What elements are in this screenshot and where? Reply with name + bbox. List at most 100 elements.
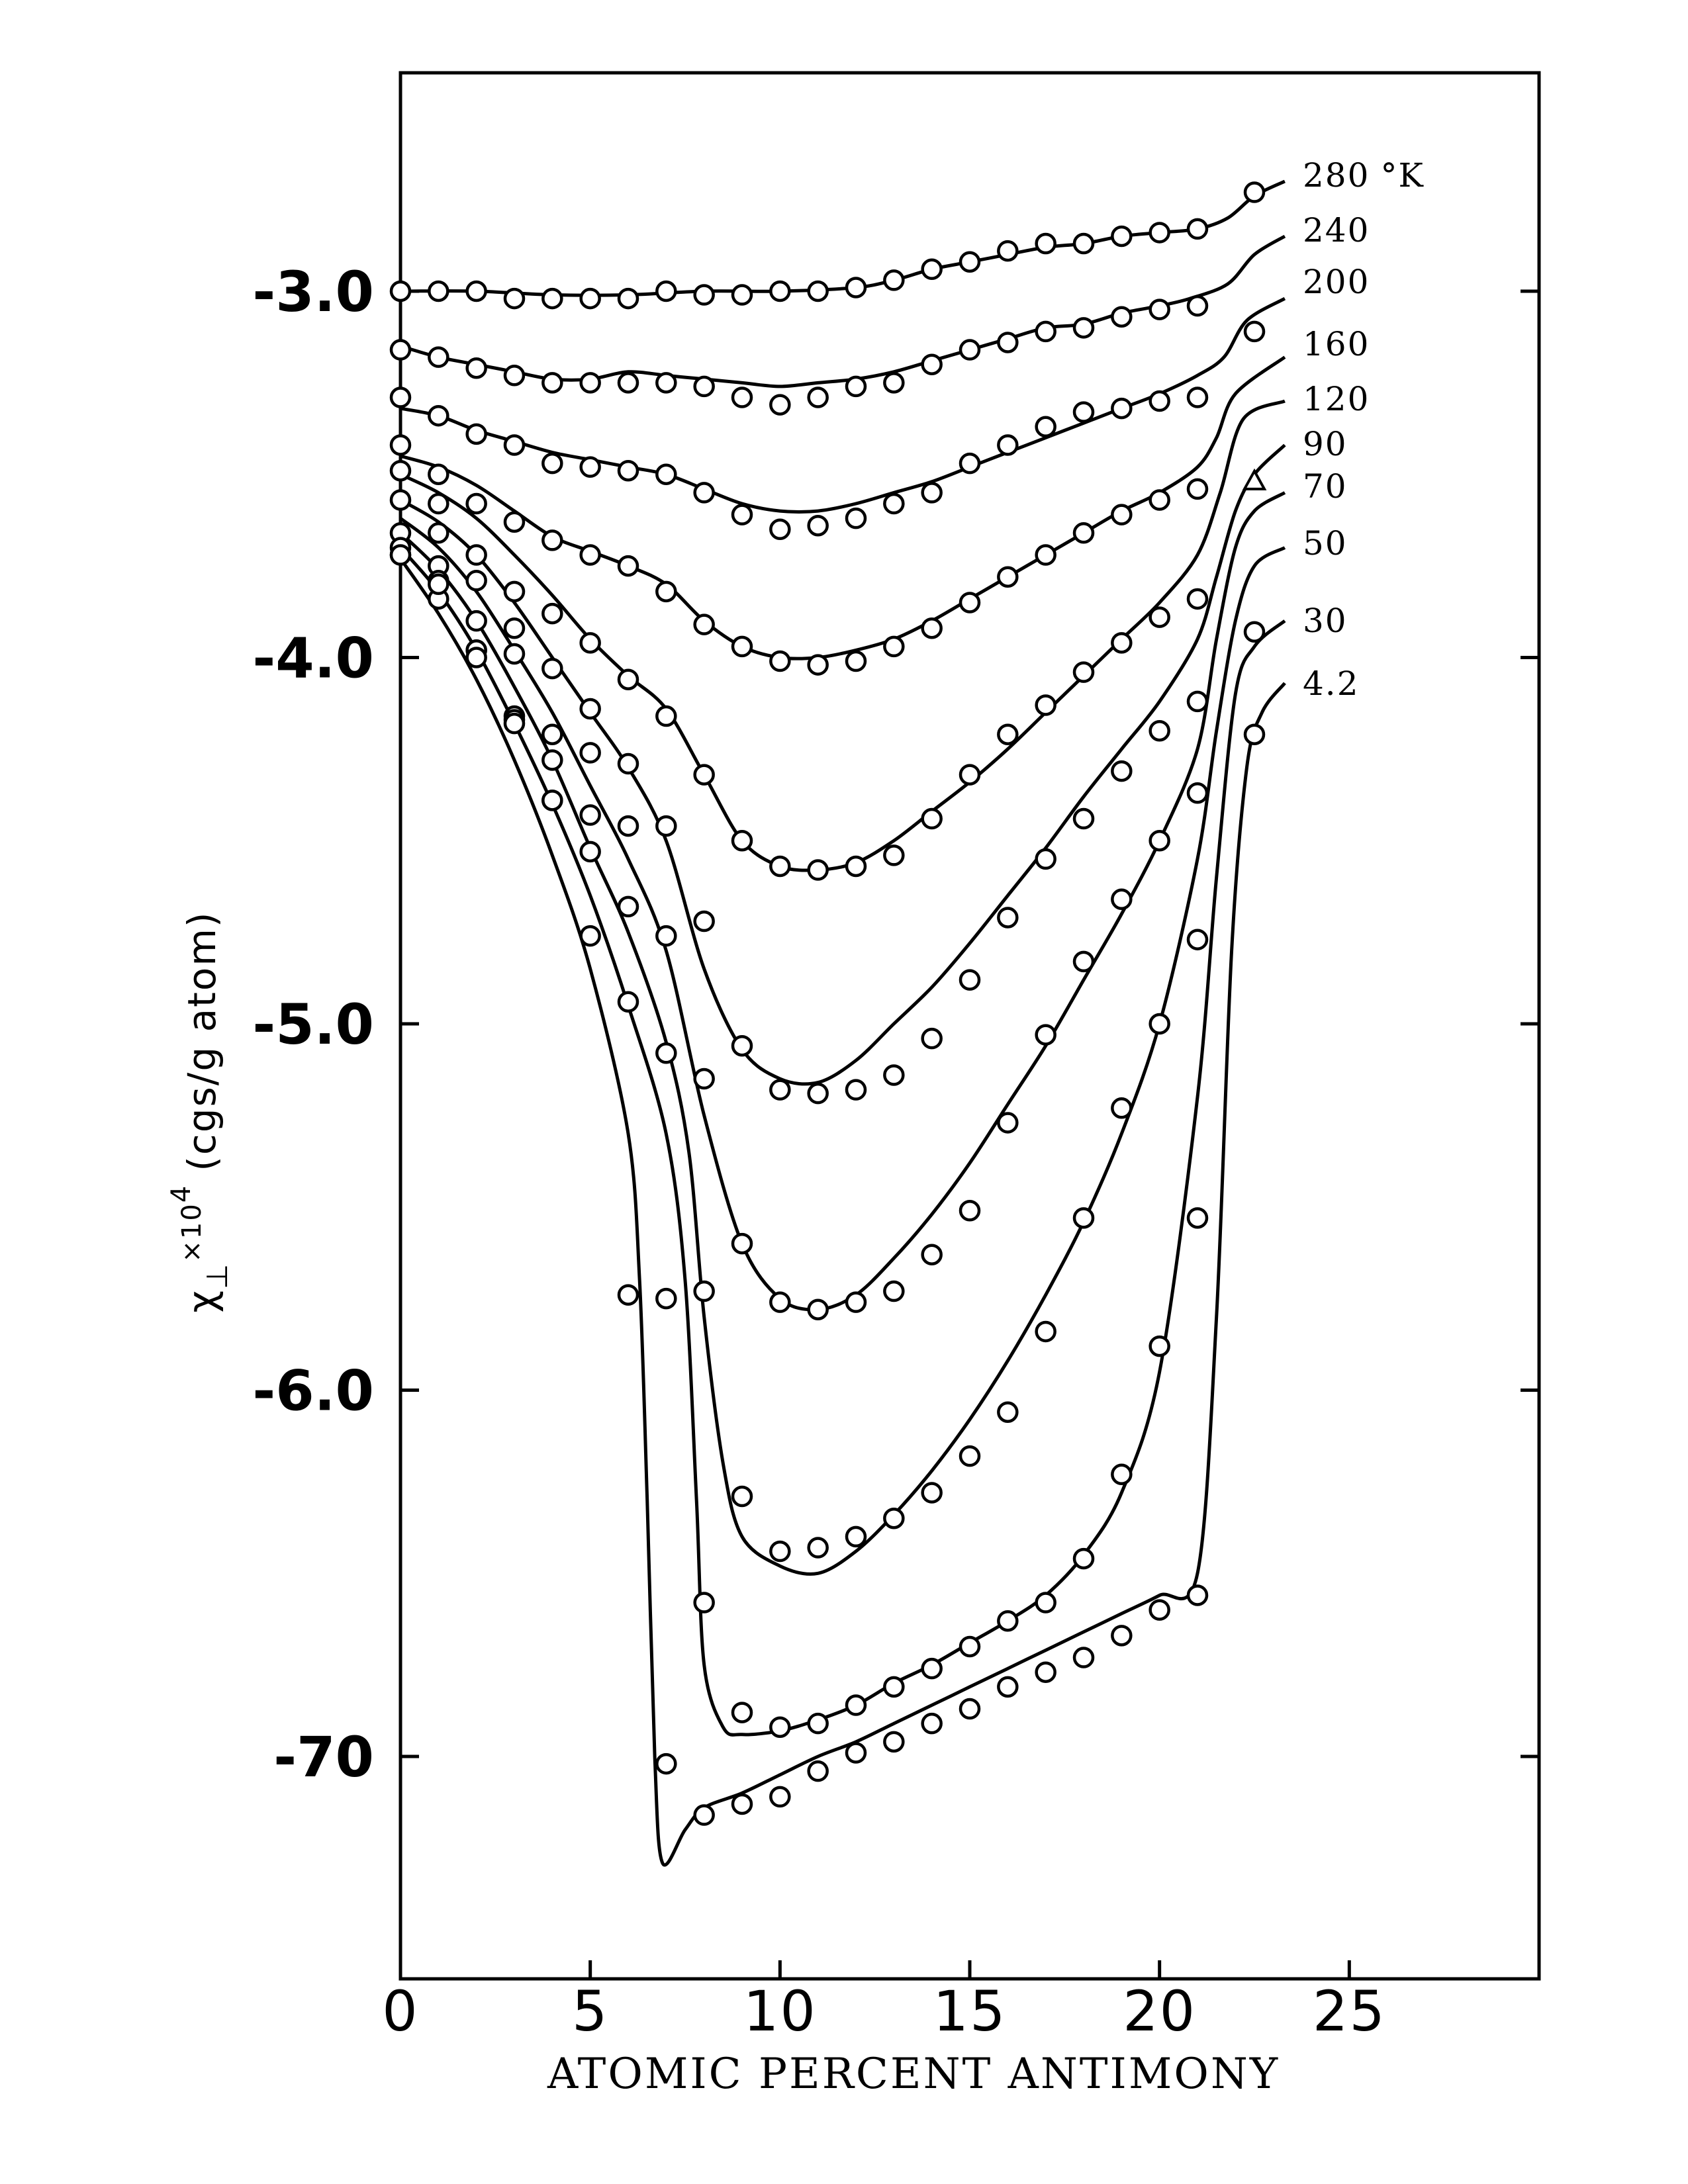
data-point xyxy=(807,514,829,537)
data-point xyxy=(1243,320,1266,343)
data-point xyxy=(1072,317,1095,339)
data-point xyxy=(579,632,601,654)
data-point xyxy=(769,280,791,302)
data-point xyxy=(1072,1207,1095,1229)
data-point xyxy=(1243,181,1266,203)
data-point xyxy=(883,492,905,515)
data-point xyxy=(769,855,791,878)
data-point xyxy=(921,1712,943,1735)
data-point xyxy=(921,353,943,375)
data-point xyxy=(1072,807,1095,830)
data-point xyxy=(428,492,449,515)
data-point xyxy=(845,855,867,878)
data-point xyxy=(1111,504,1133,525)
data-point xyxy=(579,841,601,863)
data-point xyxy=(731,284,753,306)
data-point xyxy=(655,1287,677,1310)
data-point xyxy=(655,580,677,603)
data-point xyxy=(465,492,487,515)
data-point xyxy=(769,1291,791,1313)
series-label: 70 xyxy=(1303,467,1348,506)
data-point xyxy=(541,602,563,625)
data-point xyxy=(845,1694,867,1716)
data-point xyxy=(1243,621,1266,643)
y-tick-label: -3.0 xyxy=(252,259,374,324)
data-point xyxy=(959,1200,981,1222)
x-tick-label: 10 xyxy=(743,1979,817,2044)
data-point xyxy=(921,482,943,504)
data-point xyxy=(655,925,677,947)
data-point xyxy=(845,1079,867,1101)
data-point xyxy=(1072,522,1095,544)
data-point xyxy=(1035,320,1056,343)
data-point xyxy=(769,650,791,672)
data-point xyxy=(1186,478,1209,500)
data-point xyxy=(883,1280,905,1302)
data-point xyxy=(655,705,677,727)
data-point xyxy=(997,1676,1019,1698)
data-point xyxy=(959,1698,981,1720)
data-point xyxy=(579,287,601,310)
data-point xyxy=(845,507,867,529)
data-point xyxy=(845,650,867,672)
data-point xyxy=(997,723,1019,745)
data-point xyxy=(731,635,753,658)
data-point xyxy=(1186,1207,1209,1229)
data-point xyxy=(1149,298,1170,320)
data-point xyxy=(465,610,487,632)
data-point xyxy=(579,698,601,720)
series-labels: 280 °K 240 200 160 120 90 70 50 30 4.2 xyxy=(1303,156,1424,703)
data-point xyxy=(465,280,487,302)
series-label-unit: °K xyxy=(1380,156,1424,195)
series-line xyxy=(399,557,1286,1867)
data-point xyxy=(1149,222,1170,244)
data-point xyxy=(1072,232,1095,255)
y-tick-label: -6.0 xyxy=(252,1359,374,1424)
data-point xyxy=(503,712,526,735)
series-label: 120 xyxy=(1303,380,1370,418)
data-point xyxy=(1186,295,1209,317)
data-point xyxy=(1111,1097,1133,1119)
data-point xyxy=(541,657,563,680)
data-point xyxy=(769,1786,791,1808)
x-tick-label: 20 xyxy=(1123,1979,1196,2044)
data-point xyxy=(541,287,563,310)
series-label: 90 xyxy=(1303,425,1348,463)
data-point xyxy=(883,372,905,394)
data-point xyxy=(1186,929,1209,950)
data-point xyxy=(1111,225,1133,248)
data-point xyxy=(428,463,449,485)
data-point xyxy=(769,1540,791,1563)
data-point xyxy=(1186,782,1209,804)
series-label: 50 xyxy=(1303,524,1348,563)
data-point xyxy=(389,339,412,361)
data-point xyxy=(921,1482,943,1504)
svg-text:χ⊥×104(cgs/g atom): χ⊥×104 (cgs/g atom) xyxy=(166,911,234,1313)
data-point xyxy=(579,372,601,394)
data-point xyxy=(503,511,526,533)
data-point xyxy=(959,1445,981,1467)
data-point xyxy=(1149,1335,1170,1357)
data-point xyxy=(693,284,715,306)
data-point xyxy=(769,394,791,416)
data-point xyxy=(883,1064,905,1086)
data-point xyxy=(617,287,639,310)
data-point xyxy=(693,910,715,933)
data-point xyxy=(465,423,487,445)
data-point xyxy=(921,1027,943,1050)
data-point xyxy=(1186,1584,1209,1606)
data-point xyxy=(465,647,487,668)
data-point xyxy=(693,375,715,398)
data-point xyxy=(465,357,487,379)
data-point xyxy=(389,280,412,302)
data-point xyxy=(807,1082,829,1105)
data-point xyxy=(959,969,981,991)
data-point xyxy=(731,1034,753,1057)
data-point xyxy=(807,1712,829,1735)
y-label-units: (cgs/g atom) xyxy=(179,911,224,1171)
data-point xyxy=(693,1068,715,1090)
data-point xyxy=(655,1042,677,1064)
data-point xyxy=(959,452,981,475)
data-point xyxy=(1035,232,1056,255)
data-point xyxy=(1035,1024,1056,1046)
